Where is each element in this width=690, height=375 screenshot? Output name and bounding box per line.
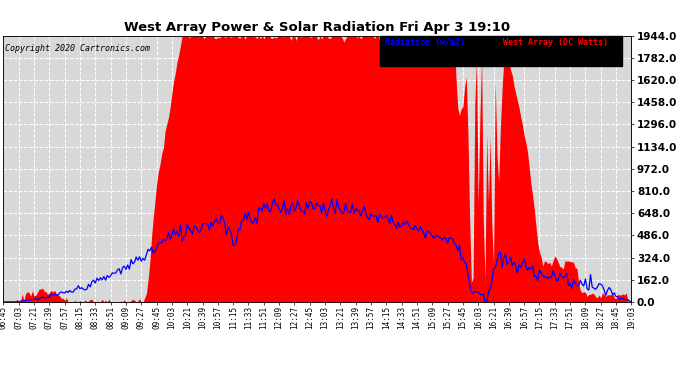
Title: West Array Power & Solar Radiation Fri Apr 3 19:10: West Array Power & Solar Radiation Fri A… — [124, 21, 511, 34]
Text: Copyright 2020 Cartronics.com: Copyright 2020 Cartronics.com — [5, 44, 150, 52]
Text: Radiation (w/m2): Radiation (w/m2) — [385, 38, 465, 47]
Text: West Array (DC Watts): West Array (DC Watts) — [502, 38, 608, 47]
FancyBboxPatch shape — [380, 36, 622, 66]
